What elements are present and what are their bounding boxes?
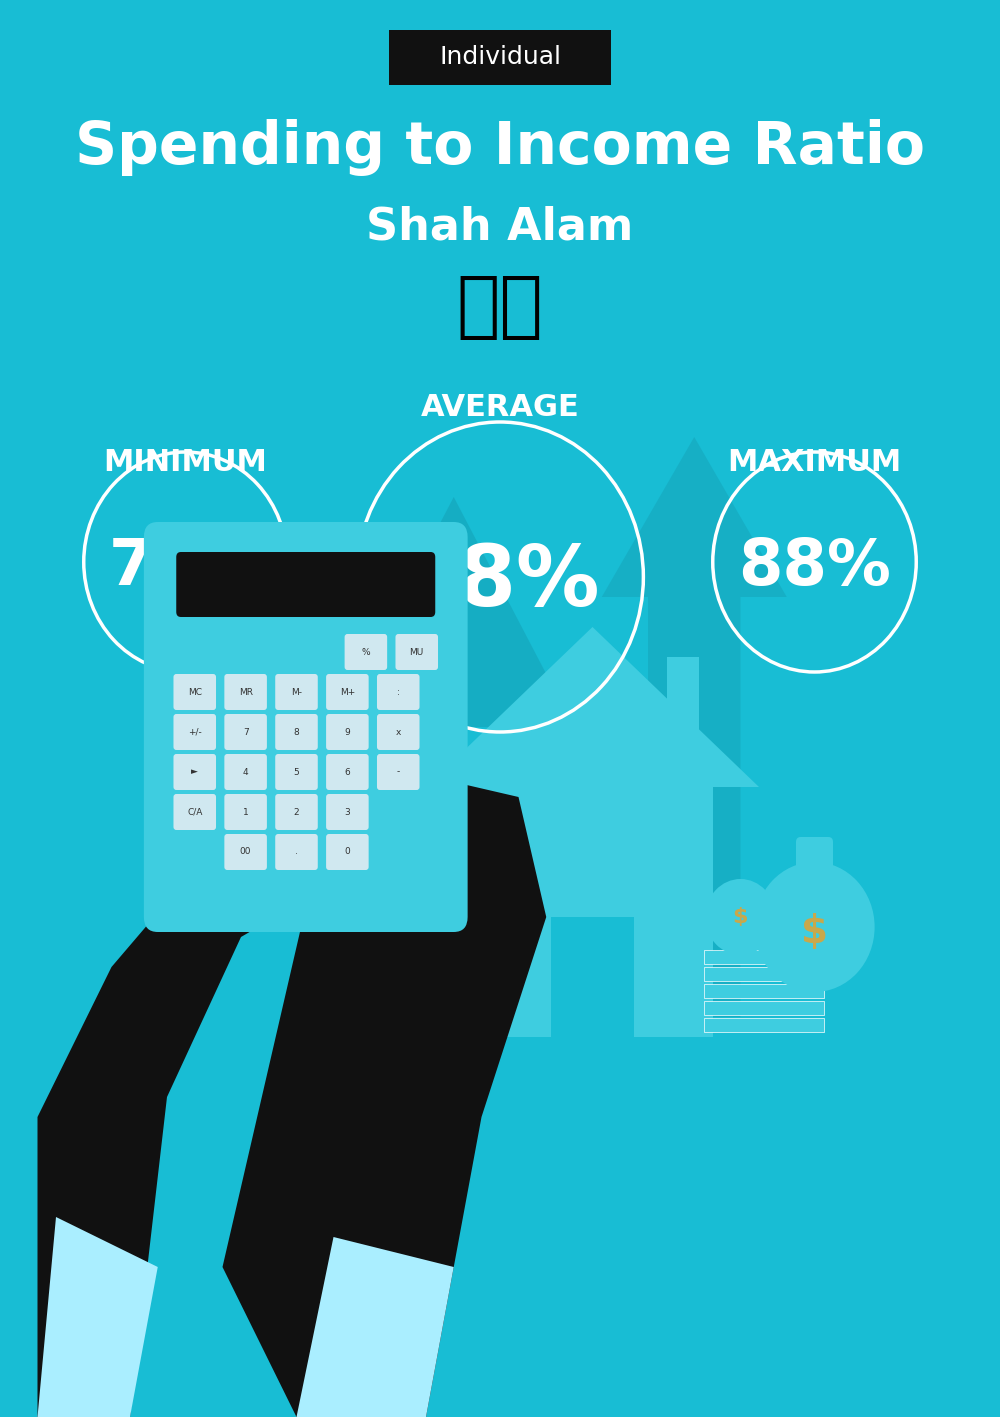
FancyBboxPatch shape	[326, 835, 369, 870]
FancyBboxPatch shape	[704, 1000, 824, 1015]
FancyBboxPatch shape	[173, 754, 216, 791]
FancyBboxPatch shape	[796, 837, 833, 871]
Polygon shape	[666, 657, 699, 737]
FancyBboxPatch shape	[326, 674, 369, 710]
Text: 🇲🇾: 🇲🇾	[457, 272, 543, 341]
Text: Individual: Individual	[439, 45, 561, 69]
Text: x: x	[396, 727, 401, 737]
FancyBboxPatch shape	[224, 674, 267, 710]
Text: -: -	[397, 768, 400, 777]
Text: MAXIMUM: MAXIMUM	[727, 448, 902, 476]
FancyBboxPatch shape	[389, 30, 611, 85]
Text: AVERAGE: AVERAGE	[421, 393, 579, 421]
Circle shape	[754, 862, 875, 992]
FancyBboxPatch shape	[275, 714, 318, 750]
FancyBboxPatch shape	[275, 835, 318, 870]
Text: M+: M+	[340, 687, 355, 697]
FancyBboxPatch shape	[224, 794, 267, 830]
FancyBboxPatch shape	[704, 1017, 824, 1032]
Polygon shape	[334, 497, 574, 727]
Text: %: %	[362, 648, 370, 656]
Text: 88%: 88%	[738, 536, 891, 598]
FancyBboxPatch shape	[224, 714, 267, 750]
Text: 5: 5	[294, 768, 299, 777]
FancyBboxPatch shape	[377, 754, 420, 791]
Text: 4: 4	[243, 768, 248, 777]
Text: 7: 7	[243, 727, 248, 737]
FancyBboxPatch shape	[345, 633, 387, 670]
Polygon shape	[602, 436, 787, 1017]
FancyBboxPatch shape	[704, 983, 824, 998]
Text: 1: 1	[243, 808, 248, 816]
Text: MC: MC	[188, 687, 202, 697]
FancyBboxPatch shape	[275, 754, 318, 791]
Polygon shape	[37, 767, 408, 1417]
FancyBboxPatch shape	[173, 714, 216, 750]
Text: +/-: +/-	[188, 727, 202, 737]
Text: :: :	[397, 687, 400, 697]
Polygon shape	[222, 767, 546, 1417]
Text: MU: MU	[410, 648, 424, 656]
FancyBboxPatch shape	[395, 633, 438, 670]
Text: 2: 2	[294, 808, 299, 816]
FancyBboxPatch shape	[326, 794, 369, 830]
Polygon shape	[37, 1217, 158, 1417]
Text: MR: MR	[239, 687, 253, 697]
FancyBboxPatch shape	[377, 714, 420, 750]
Text: Shah Alam: Shah Alam	[366, 205, 634, 248]
FancyBboxPatch shape	[326, 714, 369, 750]
FancyBboxPatch shape	[176, 553, 435, 616]
FancyBboxPatch shape	[326, 754, 369, 791]
Text: MINIMUM: MINIMUM	[104, 448, 267, 476]
Text: C/A: C/A	[187, 808, 202, 816]
FancyBboxPatch shape	[173, 674, 216, 710]
Text: $: $	[733, 907, 748, 927]
Circle shape	[705, 879, 776, 955]
Text: $: $	[801, 913, 828, 951]
FancyBboxPatch shape	[173, 794, 216, 830]
FancyBboxPatch shape	[144, 521, 468, 932]
Text: 8: 8	[294, 727, 299, 737]
Polygon shape	[426, 626, 759, 786]
Polygon shape	[472, 786, 713, 1037]
Text: 9: 9	[344, 727, 350, 737]
FancyBboxPatch shape	[704, 949, 824, 964]
Text: Spending to Income Ratio: Spending to Income Ratio	[75, 119, 925, 176]
FancyBboxPatch shape	[275, 674, 318, 710]
Text: .: .	[295, 847, 298, 856]
Text: M-: M-	[291, 687, 302, 697]
Text: 71%: 71%	[109, 536, 262, 598]
FancyBboxPatch shape	[275, 794, 318, 830]
Polygon shape	[551, 917, 634, 1037]
FancyBboxPatch shape	[704, 966, 824, 981]
Text: ►: ►	[191, 768, 198, 777]
FancyBboxPatch shape	[224, 835, 267, 870]
Text: 00: 00	[240, 847, 251, 856]
FancyBboxPatch shape	[377, 674, 420, 710]
Polygon shape	[296, 1237, 454, 1417]
Text: 78%: 78%	[400, 541, 600, 622]
FancyBboxPatch shape	[224, 754, 267, 791]
Text: 0: 0	[344, 847, 350, 856]
Text: 6: 6	[344, 768, 350, 777]
Text: 3: 3	[344, 808, 350, 816]
